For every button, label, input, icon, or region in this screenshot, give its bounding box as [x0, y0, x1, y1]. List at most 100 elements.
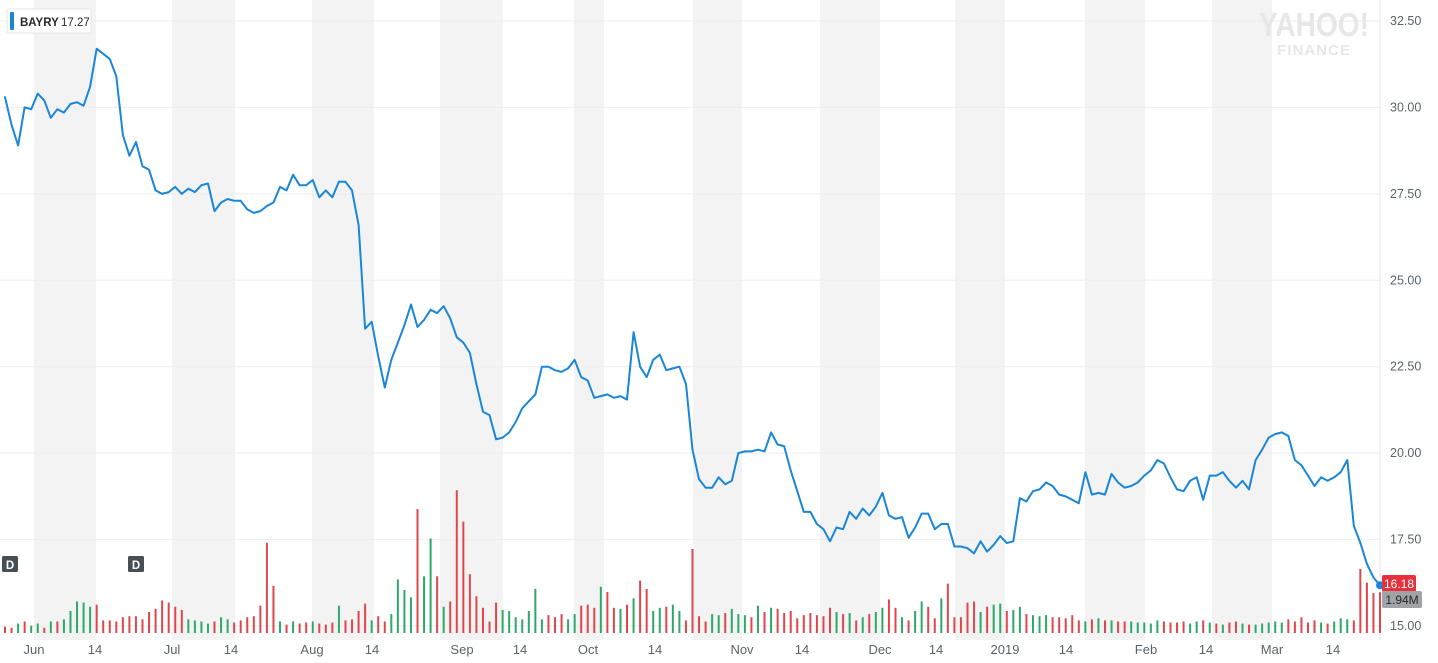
volume-bar [423, 576, 426, 633]
volume-bar [409, 597, 412, 633]
volume-bar [1162, 621, 1165, 633]
volume-bar [1077, 620, 1080, 633]
volume-bar [115, 621, 118, 633]
x-tick-label: 14 [88, 642, 102, 657]
volume-bar [1208, 622, 1211, 633]
volume-bar [226, 619, 229, 633]
x-tick-label: 14 [1059, 642, 1073, 657]
volume-bar [1012, 609, 1015, 633]
volume-bar [717, 615, 720, 633]
volume-bar [750, 617, 753, 633]
volume-bar [69, 610, 72, 633]
ticker-badge[interactable]: BAYRY 17.27 [6, 8, 92, 34]
y-tick-label: 22.50 [1390, 360, 1421, 374]
volume-bar [213, 621, 216, 633]
volume-bar [1221, 624, 1224, 633]
volume-bar [1123, 621, 1126, 633]
volume-bar [311, 621, 314, 633]
x-tick-label: Nov [730, 642, 754, 657]
volume-bar [30, 625, 33, 633]
month-band [1212, 0, 1272, 640]
volume-bar [233, 622, 236, 633]
volume-bar [1018, 606, 1021, 633]
volume-bar [711, 614, 714, 633]
volume-bar [436, 576, 439, 633]
volume-bar [1005, 610, 1008, 633]
volume-bar [429, 538, 432, 633]
volume-bar [822, 616, 825, 633]
volume-bar [23, 621, 26, 633]
volume-bar [1379, 592, 1381, 633]
volume-bar [743, 615, 746, 633]
dividend-marker-label: D [6, 560, 14, 572]
volume-bar [351, 619, 354, 633]
volume-bar [259, 605, 262, 633]
yahoo-finance-watermark: YAHOO! FINANCE [1259, 6, 1369, 59]
volume-bar [1156, 620, 1159, 633]
volume-bar [220, 617, 223, 633]
dividend-marker-bg [2, 556, 18, 572]
volume-bar [933, 618, 936, 633]
volume-bar [1031, 615, 1034, 633]
volume-bar [586, 604, 589, 633]
volume-bar [1320, 622, 1323, 633]
last-price-badge: 16.18 [1382, 575, 1416, 592]
price-line [4, 47, 1381, 587]
volume-bar [645, 588, 648, 633]
month-band [440, 0, 503, 640]
volume-bar [17, 623, 20, 633]
volume-bar [187, 619, 190, 633]
volume-bar [953, 617, 956, 633]
dividend-marker[interactable]: D [128, 556, 144, 572]
volume-bar [508, 610, 511, 633]
volume-bar [756, 605, 759, 633]
ticker-value: 17.27 [61, 17, 90, 29]
month-bands [34, 0, 1272, 640]
volume-bar [449, 601, 452, 633]
volume-bar [560, 614, 563, 633]
dividend-marker[interactable]: D [2, 556, 18, 572]
volume-bar [62, 619, 65, 633]
volume-bar [815, 615, 818, 633]
volume-bar [89, 606, 92, 633]
volume-bar [1149, 623, 1152, 633]
volume-bar [835, 612, 838, 633]
volume-bar [665, 606, 668, 633]
volume-bar [540, 619, 543, 633]
volume-bar [881, 607, 884, 633]
ticker-badge-bg [6, 8, 92, 34]
volume-bar [1234, 621, 1237, 633]
volume-bar [272, 585, 275, 633]
x-tick-label: Oct [578, 642, 599, 657]
volume-bar [495, 602, 498, 633]
volume-bar [161, 600, 164, 633]
volume-bar [4, 626, 6, 633]
x-tick-label: Dec [868, 642, 892, 657]
volume-bar [573, 614, 576, 633]
volume-bar [1346, 619, 1349, 633]
x-tick-label: Aug [300, 642, 323, 657]
volume-bar [907, 620, 910, 633]
volume-bar [684, 620, 687, 633]
volume-bar [1333, 621, 1336, 633]
volume-bar [442, 606, 445, 633]
volume-bar [639, 580, 642, 633]
volume-bar [1359, 568, 1362, 633]
volume-bar [148, 612, 151, 633]
month-band [693, 0, 742, 640]
volume-bar [1215, 623, 1218, 633]
volume-bars [4, 490, 1381, 633]
x-tick-label: 14 [1199, 642, 1213, 657]
x-tick-label: 14 [1326, 642, 1340, 657]
month-band [955, 0, 1005, 640]
volume-bar [1254, 624, 1257, 633]
volume-bar [331, 622, 334, 633]
volume-bar [704, 621, 707, 633]
ticker-symbol: BAYRY [20, 17, 59, 29]
volume-bar [848, 613, 851, 633]
volume-bar [1117, 621, 1120, 633]
volume-bar [547, 615, 550, 633]
volume-bar [298, 623, 301, 633]
